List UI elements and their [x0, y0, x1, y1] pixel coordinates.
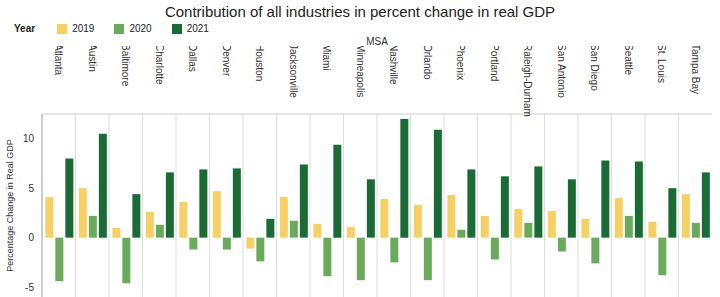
- svg-text:0: 0: [28, 232, 34, 243]
- svg-text:St. Louis: St. Louis: [656, 46, 667, 83]
- svg-text:10: 10: [23, 133, 35, 144]
- svg-text:Austin: Austin: [87, 46, 98, 72]
- svg-text:-5: -5: [25, 282, 34, 293]
- svg-text:Tampa Bay: Tampa Bay: [690, 46, 701, 94]
- svg-text:Nashville: Nashville: [388, 46, 399, 85]
- svg-text:Phoenix: Phoenix: [455, 46, 466, 80]
- html-text:2019: 2019: [72, 23, 95, 34]
- svg-text:5: 5: [28, 183, 34, 194]
- svg-text:Atlanta: Atlanta: [53, 46, 64, 76]
- svg-text:Denver: Denver: [221, 46, 232, 77]
- svg-text:Jacksonville: Jacksonville: [288, 46, 299, 98]
- svg-text:Raleigh-Durham: Raleigh-Durham: [522, 46, 533, 117]
- html-text:Year: Year: [14, 23, 36, 34]
- svg-text:Portland: Portland: [489, 46, 500, 81]
- svg-text:Seattle: Seattle: [623, 46, 634, 76]
- svg-text:Baltimore: Baltimore: [120, 46, 131, 87]
- html-text:Contribution of all industries: Contribution of all industries in percen…: [164, 3, 556, 20]
- svg-text:Charlotte: Charlotte: [154, 46, 165, 85]
- svg-text:Dallas: Dallas: [187, 46, 198, 72]
- html-text:MSA: MSA: [366, 36, 388, 47]
- svg-text:Percentage Change in Real GDP: Percentage Change in Real GDP: [8, 139, 15, 272]
- svg-text:Minneapolis: Minneapolis: [355, 46, 366, 97]
- svg-text:Orlando: Orlando: [422, 46, 433, 80]
- svg-text:San Diego: San Diego: [589, 46, 600, 91]
- html-text:2020: 2020: [129, 23, 152, 34]
- svg-text:Houston: Houston: [254, 46, 265, 81]
- svg-text:Miami: Miami: [321, 46, 332, 71]
- svg-text:San Antonio: San Antonio: [556, 46, 567, 98]
- html-text:2021: 2021: [186, 23, 209, 34]
